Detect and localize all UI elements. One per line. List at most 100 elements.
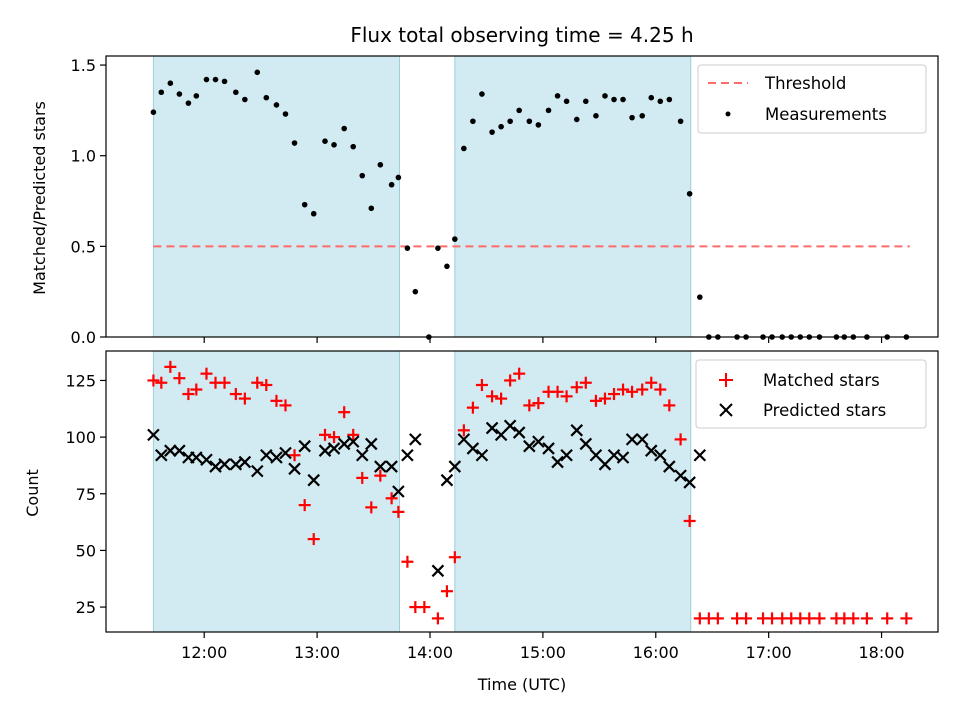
matched-star-point bbox=[457, 424, 470, 437]
predicted-star-point bbox=[683, 476, 696, 489]
matched-star-point bbox=[173, 372, 186, 385]
measurement-point bbox=[359, 172, 366, 179]
matched-star-point bbox=[579, 376, 592, 389]
matched-star-point bbox=[532, 397, 545, 410]
predicted-star-point bbox=[409, 433, 422, 446]
predicted-stars-legend-swatch bbox=[719, 403, 733, 417]
predicted-star-point bbox=[209, 460, 222, 473]
predicted-star-point bbox=[337, 437, 351, 451]
matched-star-point bbox=[466, 401, 479, 414]
predicted-star-point bbox=[551, 455, 564, 469]
measurement-point bbox=[150, 109, 157, 115]
predicted-star-point bbox=[173, 444, 186, 457]
matched-star-point bbox=[608, 388, 621, 401]
measurement-point bbox=[193, 93, 200, 99]
measurement-point bbox=[322, 138, 328, 145]
y-tick-label: 25 bbox=[76, 598, 96, 617]
matched-star-point bbox=[200, 367, 213, 380]
matched-star-point bbox=[347, 428, 360, 441]
matched-star-point bbox=[251, 376, 264, 389]
matched-star-point bbox=[328, 431, 341, 444]
plot-frame bbox=[105, 350, 939, 633]
matched-star-point bbox=[307, 533, 320, 546]
predicted-star-point bbox=[503, 419, 517, 433]
matched-star-point bbox=[683, 514, 696, 527]
chart-title: Flux total observing time = 4.25 h bbox=[350, 23, 693, 47]
predicted-star-point bbox=[147, 428, 160, 442]
measurement-point bbox=[602, 93, 608, 99]
y-tick-label: 1.0 bbox=[71, 147, 96, 166]
measurements-legend-swatch bbox=[725, 111, 731, 117]
measurement-point bbox=[648, 94, 655, 101]
count-legend: Matched stars Predicted stars bbox=[695, 359, 927, 429]
predicted-star-point bbox=[164, 444, 177, 457]
predicted-star-point bbox=[229, 458, 243, 471]
matched-star-point bbox=[617, 383, 630, 396]
measurement-point bbox=[233, 89, 239, 96]
predicted-star-point bbox=[635, 433, 649, 446]
measurement-point bbox=[461, 145, 467, 152]
predicted-star-point bbox=[401, 448, 414, 462]
predicted-star-point bbox=[238, 455, 252, 469]
matched-star-point bbox=[238, 392, 251, 405]
predicted-star-point bbox=[307, 473, 320, 487]
measurement-point bbox=[498, 123, 504, 130]
measurement-point bbox=[639, 113, 646, 119]
matched-star-point bbox=[847, 612, 860, 625]
matched-star-point bbox=[440, 585, 453, 598]
y-tick-label: 50 bbox=[76, 541, 96, 560]
measurement-point bbox=[273, 102, 280, 108]
x-axis-label: Time (UTC) bbox=[477, 675, 566, 694]
x-tick-label: 15:00 bbox=[520, 643, 566, 662]
predicted-star-point bbox=[288, 462, 301, 476]
measurement-point bbox=[452, 236, 458, 242]
measurement-point bbox=[212, 76, 219, 83]
matched-star-point bbox=[766, 612, 779, 625]
measurement-point bbox=[554, 93, 561, 99]
measurement-point bbox=[388, 181, 395, 188]
matched-star-point bbox=[298, 499, 311, 512]
predicted-star-point bbox=[485, 421, 499, 435]
matched-star-point bbox=[229, 388, 242, 401]
measurement-point bbox=[167, 80, 174, 86]
matched-star-point bbox=[338, 406, 351, 419]
predicted-star-point bbox=[190, 451, 203, 464]
matched-star-point bbox=[504, 374, 517, 387]
predicted-star-point bbox=[250, 464, 264, 478]
measurement-point bbox=[545, 107, 552, 114]
matched-star-point bbox=[270, 394, 283, 407]
measurement-point bbox=[254, 69, 261, 76]
predicted-star-point bbox=[200, 453, 213, 467]
predicted-star-point bbox=[218, 458, 231, 471]
predicted-star-point bbox=[523, 439, 536, 453]
y-tick-label: 0.0 bbox=[71, 328, 96, 347]
ratio-legend: Threshold Measurements bbox=[697, 64, 927, 134]
predicted-star-point bbox=[327, 442, 341, 455]
measurement-point bbox=[686, 190, 693, 197]
matched-star-point bbox=[674, 433, 687, 446]
measurement-point bbox=[263, 94, 270, 101]
matched-star-point bbox=[182, 388, 195, 401]
matched-star-point bbox=[881, 612, 894, 625]
matched-star-point bbox=[190, 383, 203, 396]
matched-star-point bbox=[598, 392, 611, 405]
measurement-point bbox=[666, 96, 673, 103]
measurement-point bbox=[516, 107, 522, 114]
measurement-point bbox=[593, 113, 599, 119]
matched-stars-legend-swatch bbox=[719, 373, 733, 387]
measurement-point bbox=[489, 129, 495, 135]
measurement-point bbox=[479, 91, 485, 97]
measurement-point bbox=[341, 125, 347, 132]
count-legend-box bbox=[695, 359, 927, 429]
matched-star-point bbox=[663, 399, 676, 412]
measurement-point bbox=[350, 143, 357, 150]
x-tick-label: 16:00 bbox=[633, 643, 679, 662]
measurement-point bbox=[185, 100, 192, 106]
y-tick-label: 0.5 bbox=[71, 237, 96, 256]
predicted-star-point bbox=[644, 444, 658, 457]
matched-star-point bbox=[279, 399, 292, 412]
measurement-point bbox=[620, 96, 626, 103]
matched-star-point bbox=[654, 383, 667, 396]
predicted-star-point bbox=[560, 448, 573, 462]
